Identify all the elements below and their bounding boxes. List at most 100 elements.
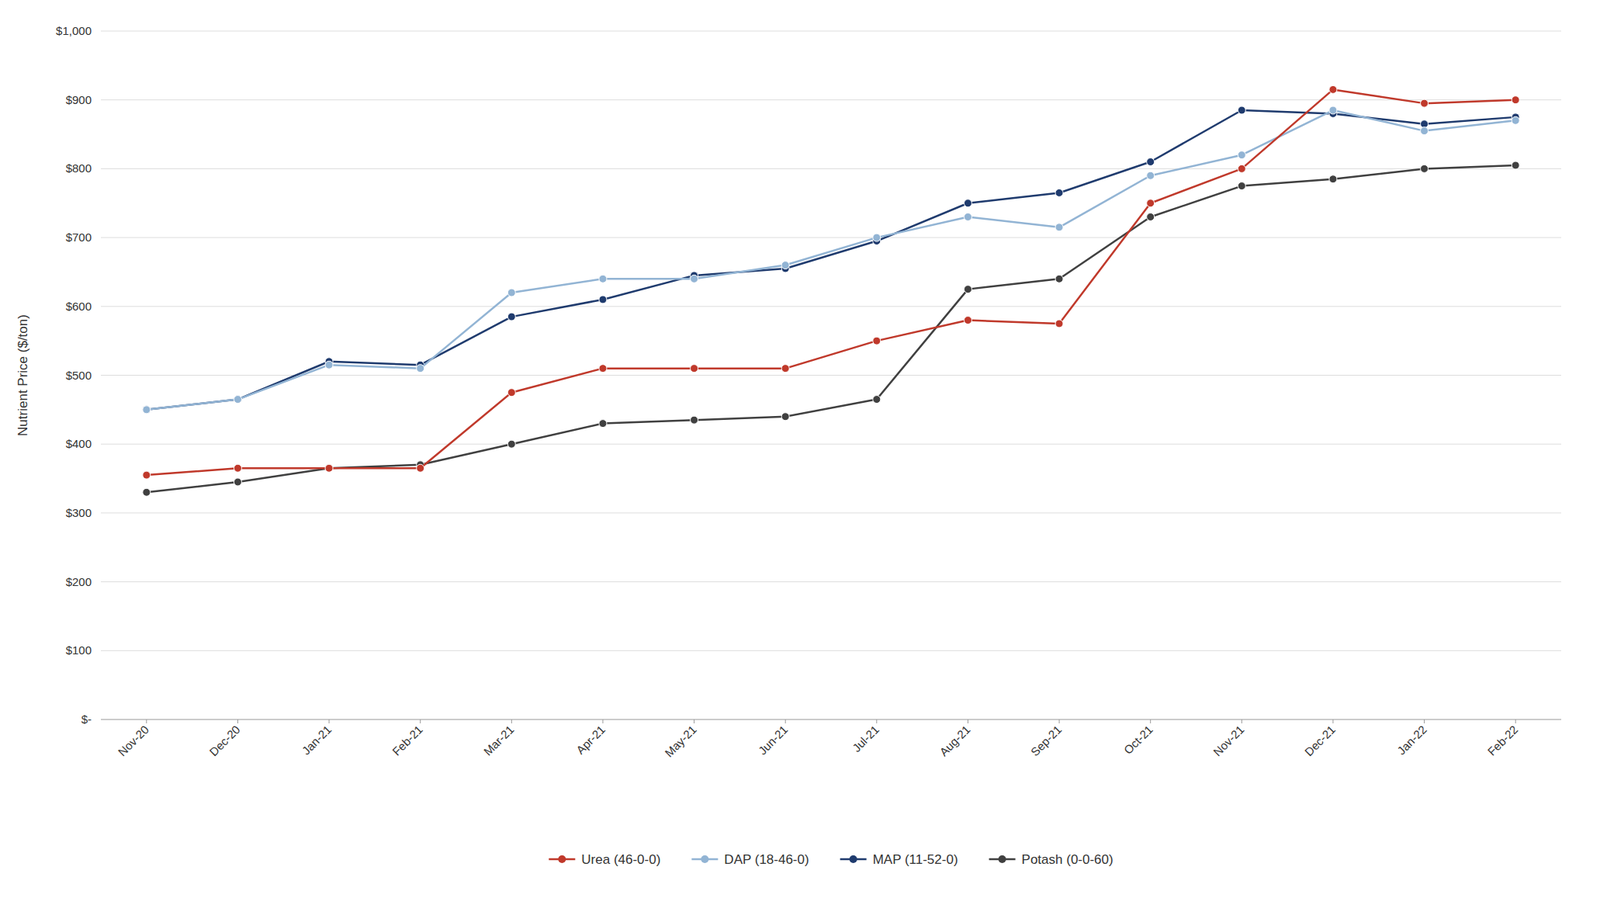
legend-marker: [998, 855, 1007, 863]
marker: [1146, 199, 1155, 208]
marker: [507, 388, 516, 397]
y-tick-label: $900: [65, 93, 92, 107]
y-tick-label: $300: [65, 505, 92, 520]
x-tick: [1059, 719, 1060, 724]
x-tick-label: Jan-21: [299, 722, 334, 757]
x-tick-label: Nov-21: [1210, 722, 1247, 759]
x-tick-label: Sep-21: [1028, 722, 1064, 759]
legend-item: Urea (46-0-0): [548, 851, 661, 867]
x-tick-label: Oct-21: [1121, 722, 1156, 757]
plot-area: [142, 85, 1520, 496]
marker: [872, 336, 881, 345]
legend: Urea (46-0-0) DAP (18-46-0) MAP (11-52-0) P…: [548, 851, 1113, 867]
series: [142, 161, 1520, 496]
x-tick-label: Apr-21: [573, 722, 608, 757]
grid-line: [100, 512, 1562, 513]
y-tick-label: $200: [65, 574, 92, 589]
x-tick-label: Jan-22: [1394, 722, 1429, 757]
marker: [1055, 274, 1064, 283]
series: [142, 85, 1520, 479]
marker: [599, 274, 607, 283]
y-axis: $-$100$200$300$400$500$600$700$800$900$1…: [55, 24, 1562, 726]
marker: [1055, 223, 1064, 232]
marker: [1055, 188, 1064, 197]
marker: [1511, 116, 1520, 125]
marker: [963, 285, 972, 294]
grid-line: [100, 581, 1562, 582]
y-tick-label: $800: [65, 161, 92, 175]
x-tick-label: Dec-21: [1302, 722, 1338, 759]
y-tick-label: $1,000: [55, 24, 92, 38]
marker: [325, 360, 333, 369]
marker: [872, 233, 881, 242]
grid-line: [100, 99, 1562, 101]
marker: [325, 464, 333, 472]
marker: [1237, 164, 1246, 173]
marker: [325, 464, 333, 472]
marker: [233, 464, 242, 472]
y-tick-label: $600: [65, 299, 92, 313]
grid-line: [100, 374, 1562, 376]
marker: [1055, 319, 1064, 328]
legend-marker: [700, 855, 709, 863]
marker: [963, 199, 972, 208]
x-tick-label: Feb-22: [1485, 722, 1521, 759]
line: [146, 110, 1516, 410]
y-axis-label: Nutrient Price ($/ton): [15, 314, 31, 437]
legend-marker: [849, 855, 858, 863]
marker: [599, 364, 607, 373]
x-tick: [511, 719, 513, 724]
x-tick-label: Dec-20: [206, 722, 243, 759]
line: [146, 165, 1516, 492]
legend-item: MAP (11-52-0): [840, 851, 959, 867]
y-tick-label: $400: [65, 436, 92, 451]
x-tick: [1149, 719, 1151, 724]
marker: [599, 295, 607, 304]
x-axis-line: [100, 719, 1562, 721]
marker: [233, 395, 242, 404]
marker: [781, 412, 790, 421]
marker: [1420, 99, 1429, 108]
marker: [963, 212, 972, 221]
x-tick-label: Feb-21: [389, 722, 426, 759]
grid-line: [100, 168, 1562, 170]
marker: [1146, 158, 1155, 167]
marker: [1420, 127, 1429, 136]
x-tick-label: Jun-21: [755, 722, 790, 757]
marker: [507, 312, 516, 321]
y-tick-label: $500: [65, 368, 92, 382]
marker: [1329, 106, 1337, 115]
x-tick: [237, 719, 239, 724]
marker: [963, 316, 972, 325]
series: [142, 106, 1520, 414]
x-tick-label: May-21: [661, 722, 699, 759]
marker: [1329, 85, 1337, 94]
marker: [872, 395, 881, 404]
marker: [142, 470, 151, 479]
x-tick: [602, 719, 603, 724]
legend-label: MAP (11-52-0): [872, 851, 959, 867]
marker: [690, 364, 699, 373]
marker: [1329, 175, 1337, 184]
x-tick: [876, 719, 877, 724]
legend-label: DAP (18-46-0): [723, 851, 809, 867]
line: [146, 110, 1516, 410]
x-tick: [1332, 719, 1334, 724]
marker: [781, 261, 790, 270]
grid-line: [100, 31, 1562, 32]
marker: [507, 439, 516, 448]
y-tick-label: $100: [65, 643, 92, 657]
legend-label: Urea (46-0-0): [581, 851, 661, 867]
x-tick-label: Nov-20: [115, 722, 152, 759]
series: [142, 106, 1520, 414]
legend-item: Potash (0-0-60): [989, 851, 1114, 867]
marker: [1237, 106, 1246, 115]
marker: [416, 464, 425, 472]
x-tick: [1515, 719, 1517, 724]
marker: [599, 419, 607, 428]
x-tick: [145, 719, 147, 724]
x-tick: [419, 719, 421, 724]
grid-line: [100, 305, 1562, 307]
y-tick-label: $700: [65, 230, 92, 244]
x-tick-label: Aug-21: [936, 722, 973, 759]
